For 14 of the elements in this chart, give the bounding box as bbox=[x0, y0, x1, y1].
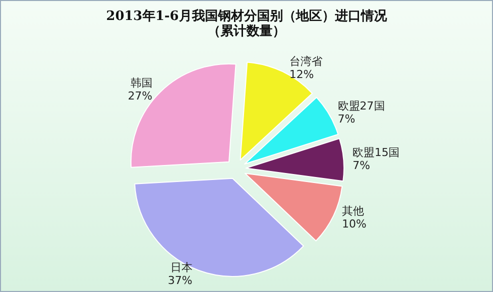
slice-label: 韩国 bbox=[130, 76, 152, 90]
chart-subtitle: （累计数量） bbox=[208, 24, 286, 39]
slice-label: 欧盟15国 bbox=[352, 146, 400, 160]
slice-label: 日本 bbox=[170, 261, 192, 274]
slice-label: 其他 bbox=[342, 204, 364, 218]
slice-label: 欧盟27国 bbox=[338, 100, 385, 113]
slice-label: 台湾省 bbox=[289, 54, 322, 68]
data-label: 7% bbox=[338, 112, 356, 126]
chart-title: 2013年1-6月我国钢材分国别（地区）进口情况 bbox=[106, 8, 388, 24]
data-label: 37% bbox=[168, 274, 192, 288]
data-label: 12% bbox=[289, 68, 314, 81]
data-label: 7% bbox=[352, 159, 370, 172]
data-label: 27% bbox=[128, 89, 152, 102]
data-label: 10% bbox=[342, 217, 366, 230]
